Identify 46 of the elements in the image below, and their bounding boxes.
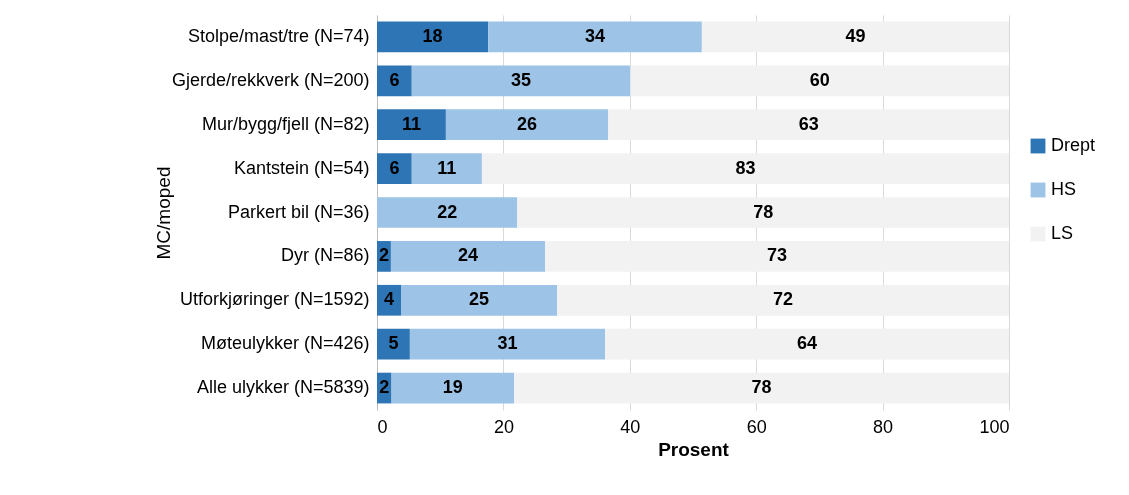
data-label: 18 (422, 25, 443, 46)
data-label: 4 (384, 289, 395, 310)
data-label: 6 (389, 69, 400, 90)
data-label: 31 (497, 333, 518, 354)
data-label: 26 (517, 113, 538, 134)
data-label: 22 (437, 201, 458, 222)
y-tick-label: Gjerde/rekkverk (N=200) (171, 69, 370, 90)
data-label: 63 (798, 113, 819, 134)
y-tick-label: Møteulykker (N=426) (200, 333, 370, 354)
x-axis-title: Prosent (658, 438, 730, 460)
x-tick-label: 0 (377, 416, 388, 437)
x-tick-label: 100 (979, 416, 1010, 437)
y-tick-label: Parkert bil (N=36) (227, 201, 370, 222)
y-tick-label: Dyr (N=86) (280, 245, 370, 266)
data-label: 83 (735, 157, 756, 178)
x-tick-label: 40 (620, 416, 641, 437)
legend-label: Drept (1051, 135, 1096, 155)
data-label: 25 (469, 289, 490, 310)
data-label: 2 (379, 377, 390, 398)
x-tick-label: 80 (873, 416, 894, 437)
y-axis-title: MC/moped (152, 166, 174, 260)
y-tick-label: Stolpe/mast/tre (N=74) (187, 25, 370, 46)
y-tick-label: Mur/bygg/fjell (N=82) (201, 113, 370, 134)
y-tick-label: Kantstein (N=54) (233, 157, 370, 178)
data-label: 78 (753, 201, 774, 222)
data-label: 34 (585, 25, 606, 46)
data-label: 49 (845, 25, 866, 46)
data-label: 72 (773, 289, 794, 310)
y-tick-label: Utforkjøringer (N=1592) (179, 289, 370, 310)
data-label: 73 (767, 245, 788, 266)
data-label: 35 (511, 69, 532, 90)
x-tick-label: 20 (493, 416, 514, 437)
x-tick-label: 60 (746, 416, 767, 437)
data-label: 64 (797, 333, 818, 354)
legend-label: LS (1051, 223, 1074, 243)
data-label: 5 (388, 333, 399, 354)
data-label: 60 (809, 69, 830, 90)
data-label: 11 (437, 157, 457, 178)
data-label: 19 (442, 377, 463, 398)
y-tick-label: Alle ulykker (N=5839) (196, 377, 370, 398)
data-label: 24 (457, 245, 479, 266)
data-label: 78 (751, 377, 772, 398)
data-label: 2 (378, 245, 389, 266)
data-label: 11 (401, 113, 421, 134)
data-label: 6 (389, 157, 400, 178)
legend-label: HS (1051, 179, 1077, 199)
